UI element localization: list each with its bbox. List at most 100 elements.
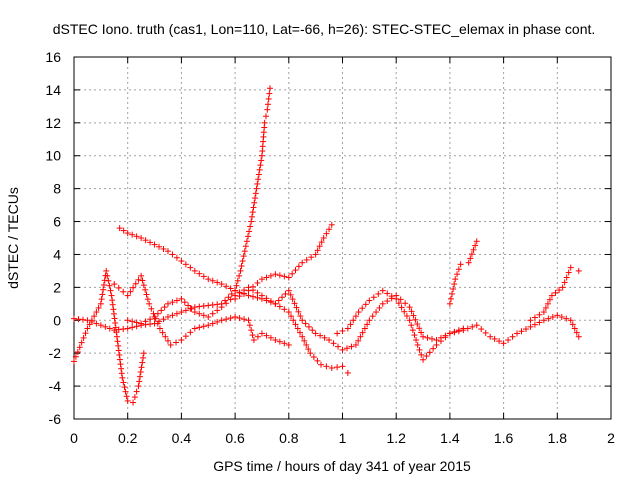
data-point xyxy=(250,204,257,211)
data-point xyxy=(97,300,104,307)
data-point xyxy=(102,323,109,330)
data-point xyxy=(110,306,117,313)
y-tick-label: -2 xyxy=(49,345,62,361)
data-point xyxy=(418,351,425,358)
data-point xyxy=(505,337,512,344)
data-point xyxy=(563,315,570,322)
data-point xyxy=(262,113,269,120)
data-point xyxy=(108,292,115,299)
data-point xyxy=(187,329,194,336)
data-point xyxy=(554,312,561,319)
data-point xyxy=(375,290,382,297)
data-point xyxy=(361,325,368,332)
data-point xyxy=(103,267,110,274)
data-point xyxy=(312,251,319,258)
data-point xyxy=(285,341,292,348)
data-point xyxy=(412,316,419,323)
data-point xyxy=(109,297,116,304)
data-point xyxy=(80,334,87,341)
data-point xyxy=(567,317,574,324)
data-point xyxy=(522,326,529,333)
data-point xyxy=(243,238,250,245)
data-point xyxy=(142,237,149,244)
y-tick-label: 2 xyxy=(53,279,61,295)
data-point xyxy=(478,326,485,333)
data-point xyxy=(135,383,142,390)
data-point xyxy=(326,226,333,233)
data-point xyxy=(135,276,142,283)
data-point xyxy=(162,333,169,340)
data-point xyxy=(248,218,255,225)
data-point xyxy=(120,379,127,386)
data-point xyxy=(433,341,440,348)
data-point xyxy=(355,337,362,344)
data-point xyxy=(82,330,89,337)
data-point xyxy=(464,325,471,332)
data-point xyxy=(144,296,151,303)
data-point xyxy=(429,335,435,342)
data-point xyxy=(106,282,113,289)
data-point xyxy=(328,221,335,228)
data-point xyxy=(567,264,574,271)
data-point xyxy=(299,259,306,266)
data-point xyxy=(97,322,104,329)
data-point xyxy=(352,341,359,348)
data-point xyxy=(169,251,176,258)
data-point xyxy=(343,345,350,352)
data-point xyxy=(267,298,274,305)
y-tick-label: 0 xyxy=(53,312,61,328)
data-point xyxy=(116,225,123,232)
data-point xyxy=(297,313,304,320)
data-point xyxy=(397,296,404,303)
data-point xyxy=(124,325,131,332)
data-point xyxy=(285,274,292,281)
data-point xyxy=(191,267,198,274)
x-tick-label: 0.4 xyxy=(172,430,192,446)
data-point xyxy=(110,310,117,317)
data-point xyxy=(335,343,342,350)
data-point xyxy=(143,291,150,298)
data-point xyxy=(196,310,203,317)
data-point xyxy=(267,334,274,341)
data-point xyxy=(116,352,123,359)
data-point xyxy=(250,293,256,300)
data-point xyxy=(239,258,246,265)
data-point xyxy=(164,300,171,307)
data-point xyxy=(355,309,362,316)
data-point xyxy=(256,166,263,173)
y-axis-label: dSTEC / TECUs xyxy=(5,187,21,289)
data-point xyxy=(218,281,225,288)
data-point xyxy=(406,304,413,311)
data-point xyxy=(254,279,261,286)
data-point xyxy=(288,313,295,320)
y-tick-label: 4 xyxy=(53,246,61,262)
data-point xyxy=(232,292,239,299)
data-point xyxy=(136,373,143,380)
data-point xyxy=(93,320,100,327)
data-point xyxy=(151,241,158,248)
data-point xyxy=(452,276,459,283)
data-point xyxy=(339,327,346,334)
data-point xyxy=(71,358,77,365)
data-point xyxy=(514,330,521,337)
data-point xyxy=(279,294,286,301)
data-point xyxy=(359,329,366,336)
data-point xyxy=(500,340,507,347)
data-point xyxy=(250,337,257,344)
data-point xyxy=(565,269,572,276)
data-point xyxy=(178,258,185,265)
data-point xyxy=(84,325,91,332)
data-point xyxy=(160,316,167,323)
data-point xyxy=(348,343,355,350)
data-point xyxy=(575,333,582,340)
data-point xyxy=(258,157,265,164)
data-point xyxy=(450,286,457,293)
data-point xyxy=(257,162,264,169)
data-point xyxy=(388,293,395,300)
data-point xyxy=(518,328,525,335)
data-point xyxy=(233,282,240,289)
data-point xyxy=(424,334,431,341)
data-point xyxy=(254,333,261,340)
data-point xyxy=(339,363,346,370)
data-point xyxy=(93,309,100,316)
